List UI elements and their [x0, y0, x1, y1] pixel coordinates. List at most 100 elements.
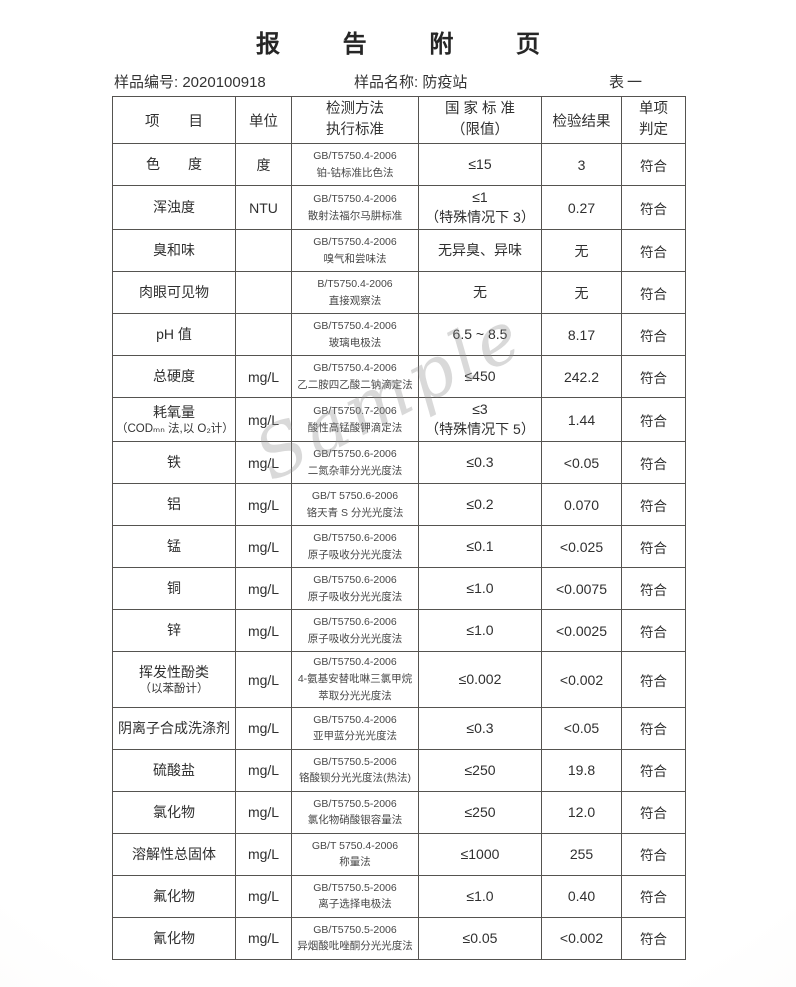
cell-item: 挥发性酚类 （以苯酚计） [112, 651, 236, 708]
header-standard: 国 家 标 准 （限值） [418, 95, 542, 145]
cell-method: GB/T5750.6-2006 原子吸收分光光度法 [291, 525, 419, 569]
cell-judgment: 符合 [621, 185, 686, 231]
cell-item: 铁 [112, 441, 236, 485]
cell-unit: mg/L [235, 748, 292, 792]
cell-item: 色 度 [112, 143, 236, 187]
cell-judgment: 符合 [621, 790, 686, 834]
cell-method: GB/T5750.4-2006 亚甲蓝分光光度法 [291, 706, 419, 750]
standard-limit: ≤250 [464, 803, 496, 820]
standard-limit: ≤0.002 [458, 670, 502, 687]
cell-result: 无 [541, 229, 622, 273]
cell-method: GB/T5750.4-2006 4-氨基安替吡啉三氯甲烷 萃取分光光度法 [291, 651, 419, 708]
method-name: 散射法福尔马肼标准 [307, 209, 403, 222]
method-name: 嗅气和尝味法 [323, 252, 387, 265]
header-item: 项 目 [112, 95, 236, 145]
cell-method: GB/T5750.6-2006 原子吸收分光光度法 [291, 567, 419, 611]
header-judgment-line1: 单项 [639, 101, 668, 117]
cell-judgment: 符合 [621, 397, 686, 443]
cell-item: 氯化物 [112, 790, 236, 834]
method-name-line2: 萃取分光光度法 [318, 690, 392, 702]
standard-limit: ≤3 [472, 401, 488, 418]
method-name: 4-氨基安替吡啉三氯甲烷 [297, 673, 413, 686]
cell-judgment: 符合 [621, 874, 686, 918]
table-row: 锌 mg/L GB/T5750.6-2006 原子吸收分光光度法 ≤1.0 <0… [112, 609, 686, 653]
cell-item: 氰化物 [112, 916, 236, 960]
method-name: 乙二胺四乙酸二钠滴定法 [297, 378, 413, 391]
page-title: 报 告 附 页 [255, 31, 568, 58]
cell-method: GB/T5750.5-2006 异烟酸吡唑酮分光光度法 [291, 916, 419, 960]
table-row: 肉眼可见物 B/T5750.4-2006 直接观察法 无 无 符合 [112, 271, 686, 315]
cell-judgment: 符合 [621, 706, 686, 750]
method-name: 原子吸收分光光度法 [307, 548, 403, 561]
item-name: 挥发性酚类 [139, 663, 209, 680]
cell-judgment: 符合 [621, 651, 686, 708]
table-row: pH 值 GB/T5750.4-2006 玻璃电极法 6.5 ~ 8.5 8.1… [112, 313, 686, 357]
standard-limit-note: （特殊情况下 5） [425, 420, 535, 437]
cell-result: 0.070 [541, 483, 622, 527]
cell-result: 3 [541, 143, 622, 187]
standard-limit: 6.5 ~ 8.5 [452, 325, 508, 342]
cell-method: GB/T5750.4-2006 玻璃电极法 [291, 313, 419, 357]
item-name: 浑浊度 [153, 199, 195, 216]
cell-national-standard: ≤15 [418, 143, 542, 187]
cell-judgment: 符合 [621, 143, 686, 187]
standard-limit: ≤15 [468, 155, 492, 172]
table-row: 溶解性总固体 mg/L GB/T 5750.4-2006 称量法 ≤1000 2… [112, 832, 686, 876]
method-standard-code: GB/T5750.6-2006 [313, 448, 397, 461]
method-name: 原子吸收分光光度法 [307, 590, 403, 603]
standard-limit: ≤1.0 [466, 887, 494, 904]
method-name: 异烟酸吡唑酮分光光度法 [297, 940, 413, 953]
cell-method: GB/T5750.4-2006 散射法福尔马肼标准 [291, 185, 419, 231]
item-name: 铁 [167, 454, 181, 471]
cell-item: 铜 [112, 567, 236, 611]
cell-judgment: 符合 [621, 525, 686, 569]
table-row: 臭和味 GB/T5750.4-2006 嗅气和尝味法 无异臭、异味 无 符合 [112, 229, 686, 273]
header-standard-line1: 国 家 标 准 [444, 101, 516, 117]
item-name: 硫酸盐 [153, 761, 195, 778]
header-standard-line2: （限值） [451, 122, 509, 139]
method-name: 离子选择电极法 [318, 898, 392, 911]
cell-method: GB/T5750.5-2006 离子选择电极法 [291, 874, 419, 918]
standard-limit: ≤0.3 [466, 454, 494, 471]
item-name: 臭和味 [153, 242, 195, 259]
cell-judgment: 符合 [621, 313, 686, 357]
item-name: 氟化物 [153, 887, 195, 904]
cell-national-standard: ≤0.05 [418, 916, 542, 960]
header-method: 检测方法 执行标准 [291, 95, 419, 145]
method-standard-code: GB/T5750.5-2006 [313, 923, 397, 936]
cell-item: 硫酸盐 [112, 748, 236, 792]
cell-method: GB/T5750.4-2006 乙二胺四乙酸二钠滴定法 [291, 355, 419, 399]
cell-judgment: 符合 [621, 832, 686, 876]
cell-unit: mg/L [235, 916, 292, 960]
standard-limit: ≤1000 [460, 845, 500, 862]
cell-national-standard: ≤0.3 [418, 441, 542, 485]
cell-unit: mg/L [235, 397, 292, 443]
cell-result: 19.8 [541, 748, 622, 792]
table-row: 锰 mg/L GB/T5750.6-2006 原子吸收分光光度法 ≤0.1 <0… [112, 525, 686, 569]
table-row: 氰化物 mg/L GB/T5750.5-2006 异烟酸吡唑酮分光光度法 ≤0.… [112, 916, 686, 960]
standard-limit: ≤0.1 [466, 538, 494, 555]
method-standard-code: GB/T 5750.4-2006 [311, 839, 399, 852]
item-name: 阴离子合成洗涤剂 [118, 719, 230, 736]
header-judgment-line2: 判定 [639, 122, 668, 139]
cell-unit: mg/L [235, 525, 292, 569]
cell-item: 铝 [112, 483, 236, 527]
item-name: 耗氧量 [153, 403, 195, 420]
method-name: 亚甲蓝分光光度法 [313, 730, 397, 743]
cell-unit [235, 271, 292, 315]
cell-result: 8.17 [541, 313, 622, 357]
cell-judgment: 符合 [621, 916, 686, 960]
standard-limit: ≤250 [464, 761, 496, 778]
cell-result: <0.0025 [541, 609, 622, 653]
cell-result: 242.2 [541, 355, 622, 399]
cell-method: GB/T5750.6-2006 原子吸收分光光度法 [291, 609, 419, 653]
method-name: 铬酸钡分光光度法(热法) [299, 772, 411, 785]
item-name: 氰化物 [153, 929, 195, 946]
table-row: 挥发性酚类 （以苯酚计） mg/L GB/T5750.4-2006 4-氨基安替… [112, 651, 686, 708]
item-name: 溶解性总固体 [132, 845, 216, 862]
cell-national-standard: 6.5 ~ 8.5 [418, 313, 542, 357]
cell-result: <0.05 [541, 706, 622, 750]
cell-national-standard: ≤450 [418, 355, 542, 399]
standard-limit: 无异臭、异味 [438, 241, 522, 258]
